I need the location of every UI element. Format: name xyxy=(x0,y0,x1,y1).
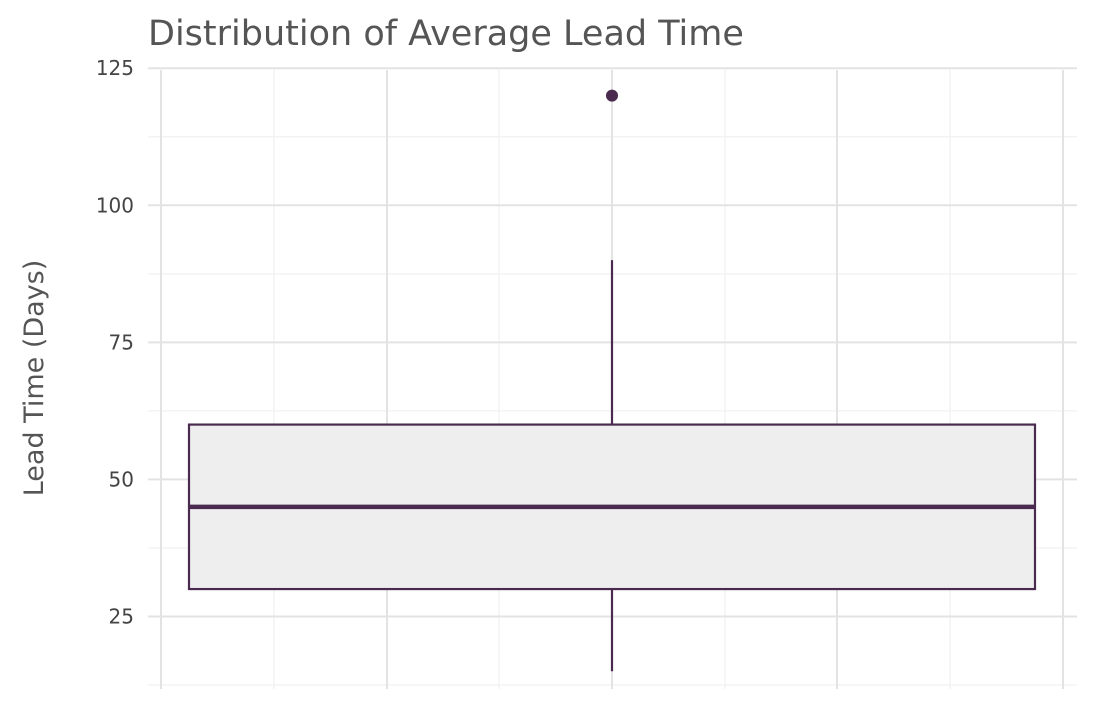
y-tick-label: 25 xyxy=(109,604,134,628)
y-tick-label: 100 xyxy=(96,193,134,217)
y-axis-ticks: 25 50 75 100 125 xyxy=(96,56,134,628)
outlier-point xyxy=(606,89,618,102)
chart-title: Distribution of Average Lead Time xyxy=(148,14,744,54)
y-tick-label: 125 xyxy=(96,56,134,80)
boxplot-series xyxy=(187,260,1037,672)
outlier-points xyxy=(606,89,618,102)
y-tick-label: 50 xyxy=(109,467,134,491)
y-axis-title: Lead Time (Days) xyxy=(19,260,50,497)
y-tick-label: 75 xyxy=(109,330,134,354)
